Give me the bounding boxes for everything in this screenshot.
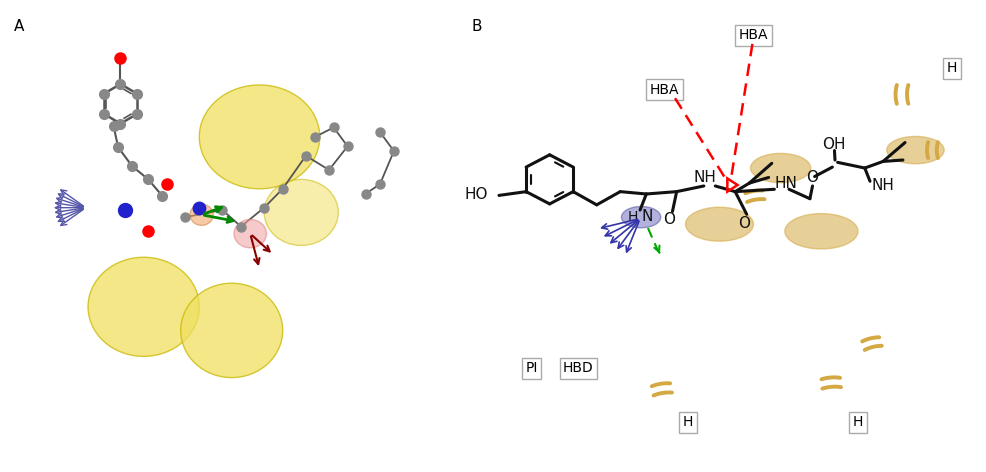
Text: PI: PI — [526, 361, 537, 375]
Text: H: H — [683, 415, 693, 430]
Ellipse shape — [264, 179, 338, 245]
Ellipse shape — [621, 206, 661, 228]
Text: O: O — [664, 212, 675, 228]
Ellipse shape — [234, 219, 266, 248]
Text: A: A — [14, 19, 25, 34]
Text: NH: NH — [693, 170, 716, 185]
Text: OH: OH — [821, 137, 845, 152]
Text: HBA: HBA — [650, 83, 679, 97]
Ellipse shape — [190, 204, 213, 226]
Text: N: N — [642, 209, 653, 224]
Text: HBA: HBA — [739, 28, 768, 42]
Ellipse shape — [180, 283, 283, 378]
Ellipse shape — [88, 257, 199, 356]
Text: NH: NH — [872, 178, 894, 194]
Text: H: H — [853, 415, 863, 430]
Text: HO: HO — [465, 187, 488, 202]
Ellipse shape — [685, 207, 753, 241]
Ellipse shape — [199, 85, 319, 189]
Text: HN: HN — [774, 176, 798, 191]
Ellipse shape — [886, 136, 945, 164]
Ellipse shape — [785, 213, 858, 249]
Text: H: H — [947, 61, 957, 76]
Text: H: H — [627, 210, 638, 224]
Text: HBD: HBD — [563, 361, 594, 375]
Ellipse shape — [750, 153, 810, 183]
Text: B: B — [471, 19, 482, 34]
Text: O: O — [739, 216, 750, 231]
Text: O: O — [807, 170, 818, 185]
